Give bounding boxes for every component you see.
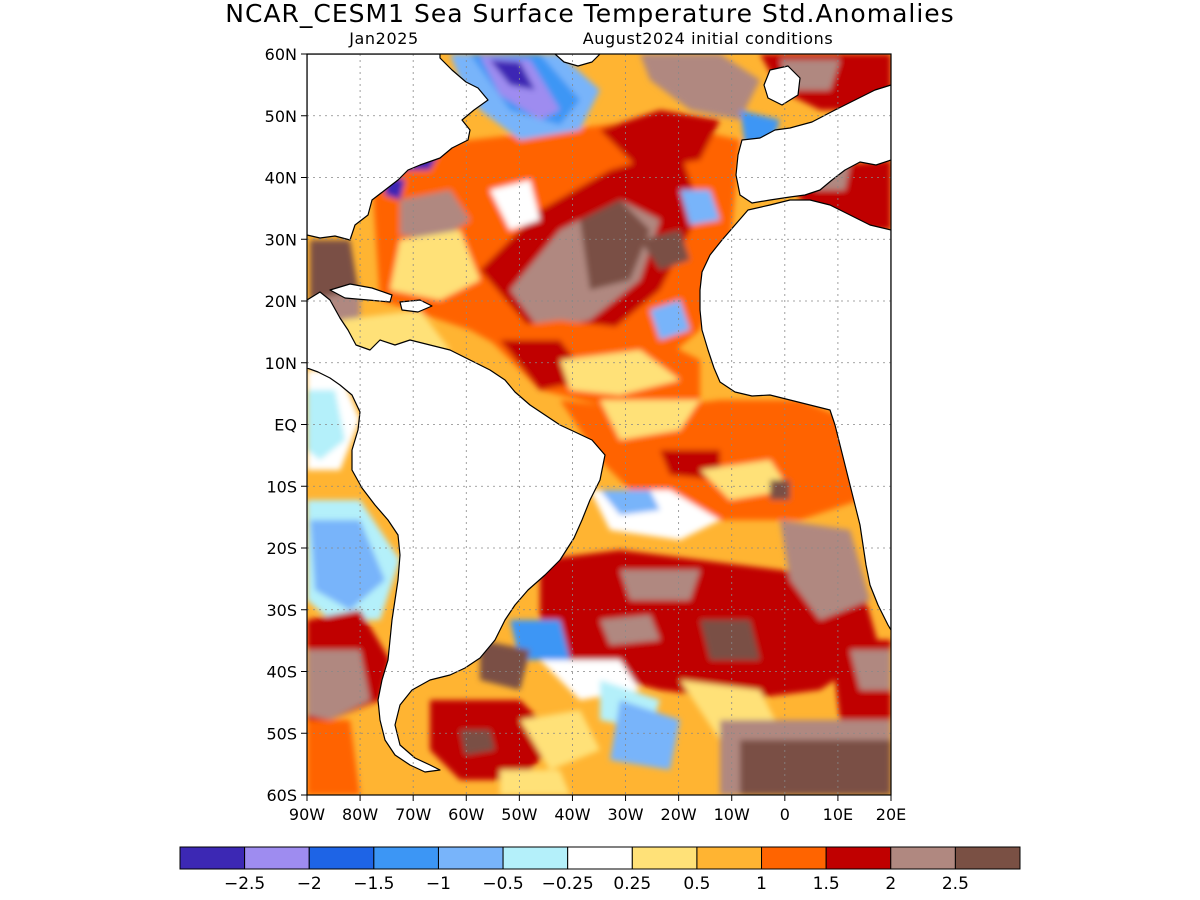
lat-tick-label: 40N xyxy=(265,169,297,188)
lat-tick-label: 30S xyxy=(266,601,297,620)
lat-tick-label: 50N xyxy=(265,107,297,126)
initial-conditions-label: August2024 initial conditions xyxy=(583,29,834,48)
colorbar-label: 0.25 xyxy=(613,874,651,894)
lon-tick-label: 20W xyxy=(661,805,697,824)
lat-tick-label: 60S xyxy=(266,786,297,805)
colorbar-label: 2.5 xyxy=(942,874,969,894)
colorbar-label: −2 xyxy=(297,874,322,894)
colorbar-label: −0.25 xyxy=(542,874,594,894)
colorbar-swatch xyxy=(567,846,633,870)
colorbar: −2.5 −2 −1.5 −1 −0.5 −0.25 0.25 0.5 1 1.5 2 2.5 xyxy=(179,846,1021,894)
valid-month-label: Jan2025 xyxy=(348,29,419,48)
cuba-land xyxy=(329,283,393,303)
lon-tick-label: 0 xyxy=(780,805,790,824)
longitude-axis: 90W 80W 70W 60W 50W 40W 30W 20W 10W 0 10E 20E xyxy=(289,795,906,824)
colorbar-label: −0.5 xyxy=(482,874,523,894)
lon-tick-label: 90W xyxy=(289,805,325,824)
map-title: NCAR_CESM1 Sea Surface Temperature Std.A… xyxy=(225,0,954,28)
lat-tick-label: 40S xyxy=(266,663,297,682)
lat-tick-label: 60N xyxy=(265,45,297,64)
lat-tick-label: 50S xyxy=(266,724,297,743)
map-gridlines xyxy=(307,54,891,795)
lon-tick-label: 60W xyxy=(448,805,484,824)
colorbar-swatch xyxy=(308,846,375,870)
lon-tick-label: 80W xyxy=(342,805,378,824)
europe-land xyxy=(735,84,891,204)
colorbar-swatch xyxy=(244,846,310,870)
north-america-land xyxy=(307,54,489,241)
colorbar-swatch xyxy=(825,846,892,870)
anomaly-shading xyxy=(307,54,891,795)
anomaly-field xyxy=(307,54,891,795)
colorbar-label: −1.5 xyxy=(353,874,394,894)
colorbar-swatch xyxy=(761,846,827,870)
colorbar-swatch xyxy=(954,846,1021,870)
colorbar-label: −2.5 xyxy=(224,874,265,894)
lon-tick-label: 70W xyxy=(395,805,431,824)
lon-tick-label: 30W xyxy=(607,805,643,824)
lon-tick-label: 40W xyxy=(554,805,590,824)
colorbar-swatch xyxy=(696,846,763,870)
lat-tick-label: 20S xyxy=(266,539,297,558)
map-panel: 60N 50N 40N 30N 20N 10N EQ 10S 20S 30S 40S 50S 60S 9… xyxy=(265,45,907,824)
africa-land xyxy=(699,199,891,631)
lon-tick-label: 10E xyxy=(823,805,853,824)
colorbar-label: 1.5 xyxy=(813,874,840,894)
colorbar-swatch xyxy=(179,846,246,870)
lat-tick-label: 10S xyxy=(266,477,297,496)
lat-tick-label: 20N xyxy=(265,292,297,311)
colorbar-label: 1 xyxy=(756,874,767,894)
colorbar-swatch xyxy=(890,846,956,870)
colorbar-swatch xyxy=(631,846,698,870)
colorbar-swatch xyxy=(437,846,504,870)
latitude-axis: 60N 50N 40N 30N 20N 10N EQ 10S 20S 30S 40S 50S 60S xyxy=(265,45,307,805)
lat-tick-label: 10N xyxy=(265,354,297,373)
lat-tick-label: 30N xyxy=(265,230,297,249)
colorbar-swatch xyxy=(502,846,569,870)
lon-tick-label: 50W xyxy=(501,805,537,824)
central-america-land xyxy=(307,291,606,773)
lon-tick-label: 10W xyxy=(714,805,750,824)
colorbar-label: −1 xyxy=(426,874,451,894)
british-isles-land xyxy=(763,65,801,106)
colorbar-label: 2 xyxy=(885,874,896,894)
lon-tick-label: 20E xyxy=(876,805,906,824)
land-masses xyxy=(307,54,891,773)
lat-tick-label: EQ xyxy=(274,416,297,435)
colorbar-swatch xyxy=(373,846,439,870)
greenland-land xyxy=(554,54,601,67)
hispaniola-land xyxy=(399,299,433,313)
colorbar-label: 0.5 xyxy=(683,874,710,894)
